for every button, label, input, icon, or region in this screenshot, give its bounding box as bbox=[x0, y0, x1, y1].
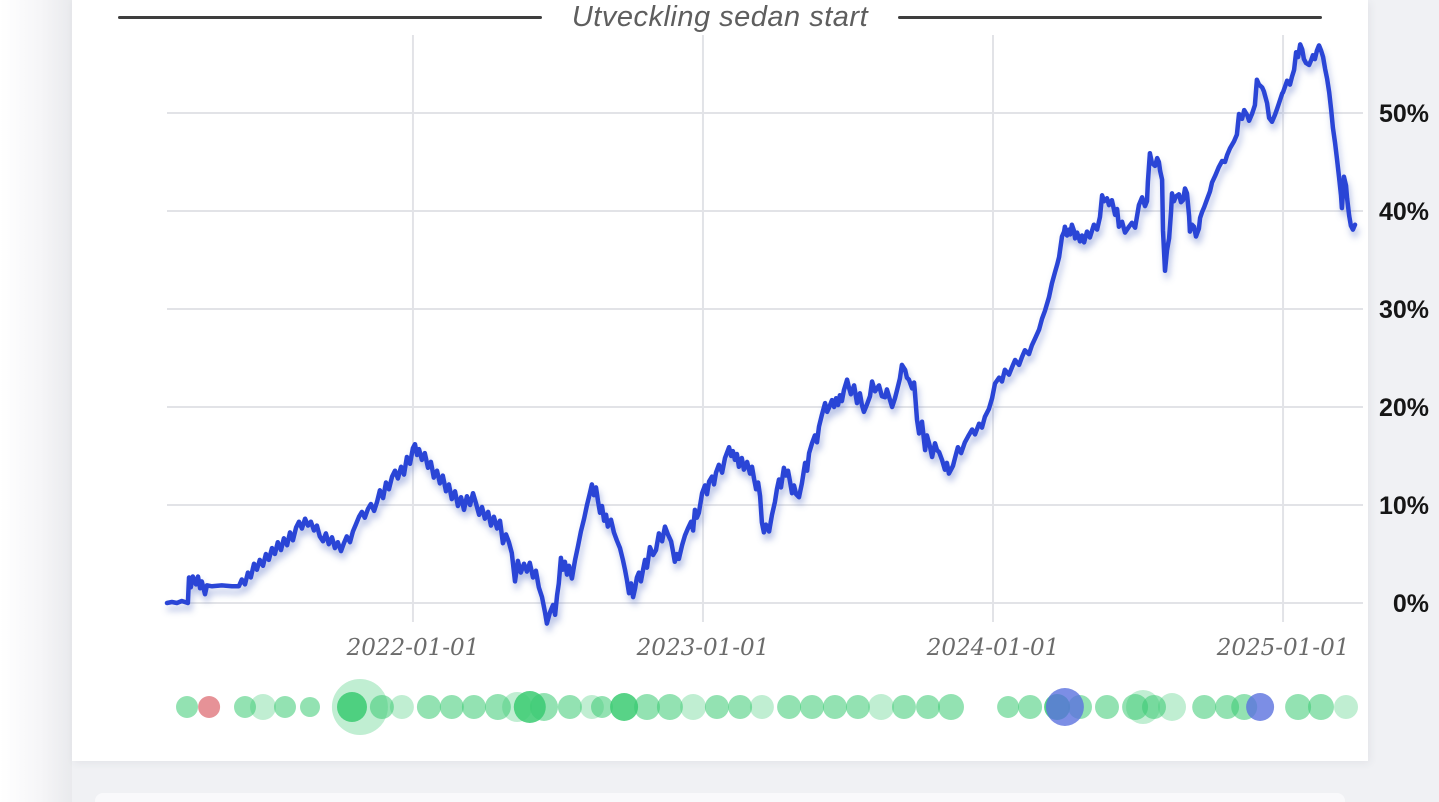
transaction-bubble-green[interactable] bbox=[997, 696, 1020, 718]
chart-title-row: Utveckling sedan start bbox=[118, 0, 1322, 34]
transaction-bubble-blue[interactable] bbox=[1246, 693, 1275, 721]
performance-chart: 0% 10% 20% 30% 40% 50% 2022-01-01 2023-01-01 202… bbox=[164, 35, 1429, 735]
transaction-bubble-green[interactable] bbox=[656, 694, 683, 720]
transaction-bubble-green[interactable] bbox=[610, 693, 639, 721]
transaction-bubble-green[interactable] bbox=[916, 695, 940, 719]
y-axis-label-10: 10% bbox=[1379, 492, 1429, 520]
chart-plot-area[interactable] bbox=[167, 35, 1357, 622]
chart-card: Utveckling sedan start 0% 10% 20% 30% 40% 50%… bbox=[72, 0, 1429, 761]
transaction-bubble-green[interactable] bbox=[416, 695, 441, 719]
transaction-bubble-green[interactable] bbox=[389, 695, 414, 719]
transaction-bubble-green[interactable] bbox=[634, 694, 660, 720]
y-axis-label-20: 20% bbox=[1379, 394, 1429, 422]
transaction-bubble-green[interactable] bbox=[1285, 694, 1312, 720]
transaction-bubble-blue[interactable] bbox=[1045, 688, 1084, 726]
transaction-bubble-green[interactable] bbox=[1192, 695, 1217, 719]
y-axis-label-40: 40% bbox=[1379, 198, 1429, 226]
y-axis-label-30: 30% bbox=[1379, 296, 1429, 324]
transaction-bubble-green[interactable] bbox=[530, 693, 558, 721]
transaction-bubble-green[interactable] bbox=[845, 695, 870, 719]
performance-line bbox=[164, 42, 1358, 626]
x-axis-label-2024-01-01: 2024-01-01 bbox=[926, 635, 1060, 661]
transaction-bubble-green[interactable] bbox=[176, 696, 198, 718]
transaction-bubble-green[interactable] bbox=[331, 679, 388, 735]
transaction-bubble-green[interactable] bbox=[234, 696, 256, 718]
chart-title: Utveckling sedan start bbox=[571, 0, 869, 33]
transaction-bubble-green[interactable] bbox=[777, 695, 802, 719]
transaction-bubble-green[interactable] bbox=[274, 696, 296, 718]
transaction-bubble-green[interactable] bbox=[938, 694, 964, 720]
transaction-bubble-green[interactable] bbox=[369, 695, 394, 719]
transaction-bubble-red[interactable] bbox=[198, 696, 221, 718]
title-rule-left bbox=[118, 15, 542, 19]
transaction-bubble-green[interactable] bbox=[1158, 693, 1186, 721]
transaction-bubble-green[interactable] bbox=[1122, 694, 1149, 720]
transaction-bubble-green[interactable] bbox=[892, 695, 916, 719]
transaction-bubble-green[interactable] bbox=[680, 694, 707, 720]
y-axis-label-50: 50% bbox=[1379, 100, 1429, 128]
transaction-bubble-green[interactable] bbox=[300, 697, 320, 717]
transaction-bubble-green[interactable] bbox=[1095, 695, 1119, 719]
left-scroll-gradient bbox=[0, 0, 72, 802]
transaction-bubble-green[interactable] bbox=[484, 694, 511, 720]
transaction-bubble-green[interactable] bbox=[461, 695, 486, 719]
title-rule-right bbox=[898, 15, 1322, 19]
x-axis-label-2025-01-01: 2025-01-01 bbox=[1216, 635, 1350, 661]
transaction-bubble-green[interactable] bbox=[749, 695, 774, 719]
transaction-bubble-green[interactable] bbox=[250, 694, 276, 720]
transaction-bubble-green[interactable] bbox=[1334, 695, 1358, 719]
transaction-bubble-green[interactable] bbox=[439, 695, 464, 719]
transaction-bubble-green[interactable] bbox=[800, 695, 824, 719]
transaction-bubble-green[interactable] bbox=[337, 692, 367, 722]
x-axis-label-2023-01-01: 2023-01-01 bbox=[636, 635, 770, 661]
transaction-bubble-green[interactable] bbox=[557, 695, 582, 719]
transaction-bubble-green[interactable] bbox=[868, 694, 895, 720]
x-axis-label-2022-01-01: 2022-01-01 bbox=[346, 635, 480, 661]
transaction-bubble-green[interactable] bbox=[1308, 694, 1334, 720]
transaction-bubble-green[interactable] bbox=[728, 695, 753, 719]
transaction-bubble-green[interactable] bbox=[1018, 695, 1043, 719]
transaction-bubble-green[interactable] bbox=[822, 695, 847, 719]
y-axis-label-0: 0% bbox=[1393, 590, 1429, 618]
transaction-bubble-green[interactable] bbox=[1142, 695, 1166, 719]
transaction-bubble-green[interactable] bbox=[591, 696, 613, 718]
next-card-top-edge bbox=[95, 793, 1345, 802]
transaction-bubble-green[interactable] bbox=[704, 695, 729, 719]
